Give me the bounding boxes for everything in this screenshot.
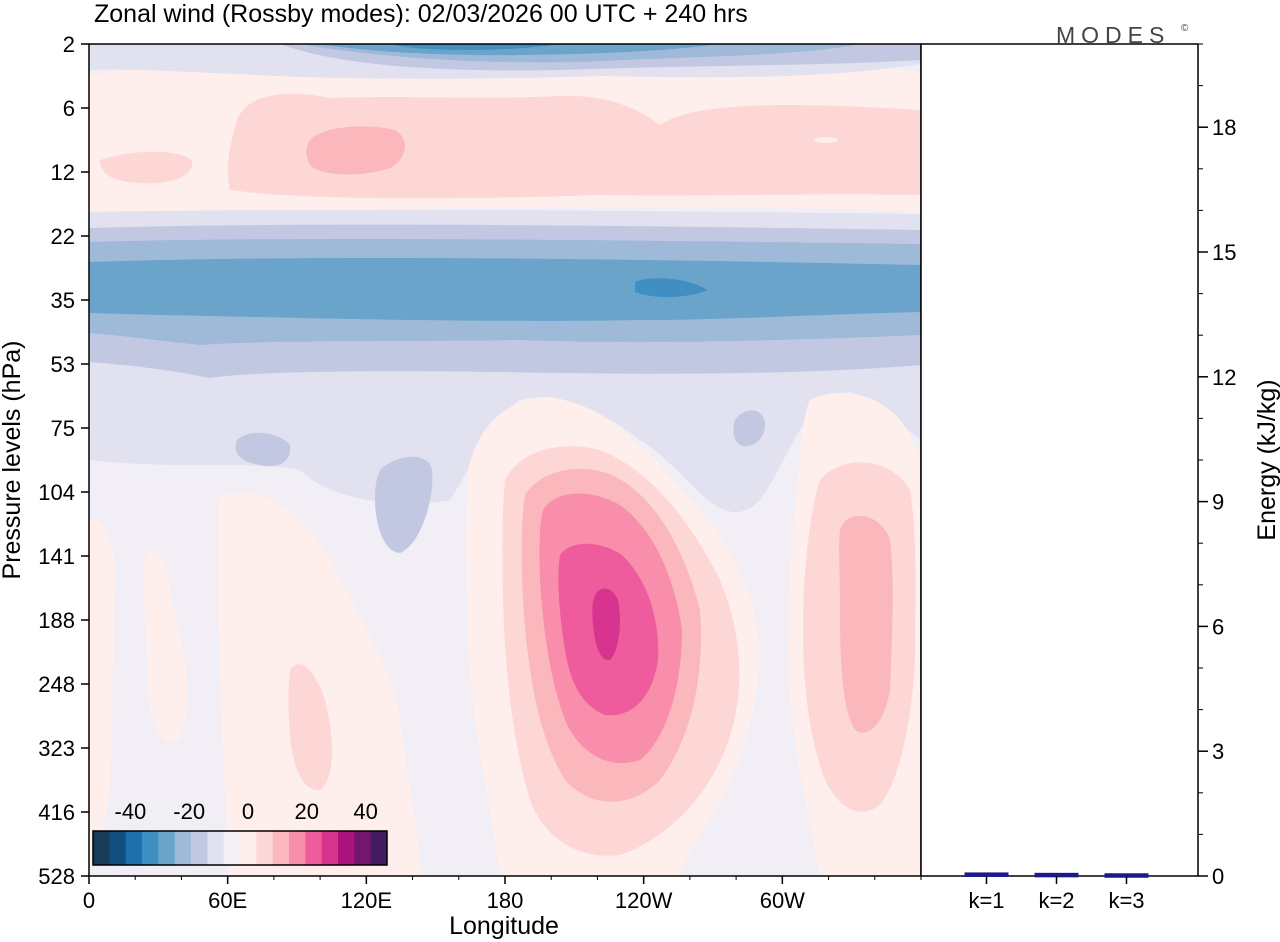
contour-low-pos-1: [89, 519, 115, 876]
x-tick-label: 60E: [208, 888, 247, 913]
contour-low-pos-2: [218, 492, 420, 876]
colorbar-swatch: [305, 831, 323, 865]
colorbar-swatch: [93, 831, 110, 865]
contour-upper-pos-3: [306, 126, 405, 175]
modes-logo-mark: ©: [1181, 23, 1189, 34]
chart-title: Zonal wind (Rossby modes): 02/03/2026 00…: [94, 0, 748, 28]
energy-category-label: k=2: [1038, 888, 1074, 913]
colorbar-tick-label: 0: [242, 799, 254, 824]
x-tick-label: 120E: [341, 888, 392, 913]
colorbar-swatch: [223, 831, 241, 865]
contour-east-3: [839, 516, 893, 733]
colorbar-swatch: [321, 831, 339, 865]
colorbar-swatch: [370, 831, 388, 865]
x-axis-label: Longitude: [449, 912, 559, 940]
contour-blob-neg-3: [733, 410, 765, 447]
colorbar-tick-label: 20: [295, 799, 319, 824]
x-tick-label: 0: [83, 888, 95, 913]
colorbar-swatch: [174, 831, 192, 865]
energy-bars: k=1 k=2 k=3: [964, 872, 1149, 913]
contour-field: [89, 44, 921, 876]
energy-tick-label: 6: [1212, 614, 1224, 639]
colorbar-swatch: [142, 831, 159, 865]
x-axis: 0 60E 120E 180 120W 60W: [83, 876, 922, 913]
contour-top-neg-5: [390, 44, 560, 50]
y-tick-label: 6: [63, 96, 75, 121]
energy-tick-label: 9: [1212, 490, 1224, 515]
y-tick-label: 323: [38, 736, 75, 761]
colorbar-swatch: [207, 831, 225, 865]
contour-blob-neg-1: [235, 432, 291, 467]
y-tick-label: 528: [38, 864, 75, 889]
contour-upper-pos-2b: [100, 151, 193, 184]
energy-category-label: k=1: [968, 888, 1004, 913]
x-tick-label: 120W: [615, 888, 673, 913]
y-tick-label: 248: [38, 672, 75, 697]
energy-tick-label: 18: [1212, 115, 1236, 140]
energy-category-label: k=3: [1108, 888, 1144, 913]
contour-blob-neg-2: [375, 456, 433, 553]
energy-tick-label: 15: [1212, 240, 1236, 265]
colorbar: -40 -20 0 20 40: [92, 799, 388, 866]
colorbar-swatch: [240, 831, 257, 865]
y-tick-label: 416: [38, 800, 75, 825]
contour-jet-6: [592, 588, 620, 661]
y-tick-label: 188: [38, 608, 75, 633]
energy-bar: [1034, 872, 1079, 878]
energy-tick-label: 12: [1212, 365, 1236, 390]
y-tick-label: 2: [63, 32, 75, 57]
colorbar-frame: [92, 830, 388, 866]
y-tick-label: 22: [51, 224, 75, 249]
x-tick-label: 60W: [760, 888, 805, 913]
colorbar-swatch: [125, 831, 143, 865]
energy-tick-label: 0: [1212, 864, 1224, 889]
contour-low-pos-4: [288, 664, 332, 791]
y-tick-label: 104: [38, 480, 75, 505]
colorbar-tick-label: -40: [115, 799, 147, 824]
colorbar-swatch: [354, 831, 372, 865]
y-tick-label: 53: [51, 352, 75, 377]
colorbar-tick-label: 40: [353, 799, 377, 824]
colorbar-swatch: [256, 831, 274, 865]
contour-mid-neg-4: [89, 258, 921, 321]
colorbar-swatch: [338, 831, 355, 865]
contour-mid-neg-5: [635, 278, 707, 298]
y-tick-label: 35: [51, 288, 75, 313]
energy-bar: [1104, 873, 1149, 878]
colorbar-swatch: [272, 831, 290, 865]
contour-low-pos-3: [144, 550, 188, 743]
energy-panel-frame: [920, 43, 1199, 877]
colorbar-tick-label: -20: [173, 799, 205, 824]
contour-upper-pos-2: [227, 93, 921, 199]
colorbar-swatch: [191, 831, 208, 865]
colorbar-swatch: [289, 831, 306, 865]
colorbar-swatch: [109, 831, 127, 865]
energy-axis-label: Energy (kJ/kg): [1253, 379, 1280, 540]
y-axis-label: Pressure levels (hPa): [0, 341, 26, 580]
y-tick-label: 141: [38, 544, 75, 569]
energy-bar: [964, 872, 1009, 877]
y-tick-label: 12: [51, 160, 75, 185]
energy-tick-label: 3: [1212, 739, 1224, 764]
energy-y-axis: 0 3 6 9 12 15 18: [1198, 43, 1236, 889]
colorbar-swatch: [158, 831, 176, 865]
y-tick-label: 75: [51, 416, 75, 441]
x-tick-label: 180: [487, 888, 524, 913]
contour-upper-pos-dot: [814, 137, 838, 143]
y-axis: 2 6 12 22 35 53 75 104 141 188 248 323 416 528: [38, 32, 89, 889]
